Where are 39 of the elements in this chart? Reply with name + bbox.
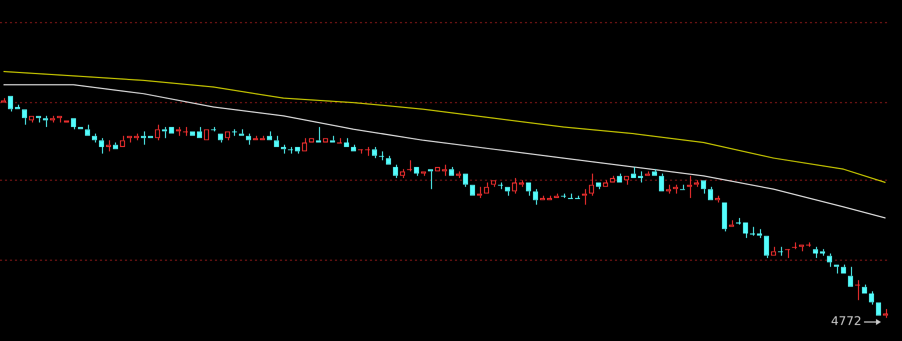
candlestick [442, 164, 448, 176]
candlestick [526, 182, 532, 196]
candlestick [162, 126, 168, 139]
candlestick [196, 126, 202, 138]
candlestick [302, 138, 308, 152]
candlestick [686, 175, 692, 199]
candlestick [666, 184, 672, 194]
candlestick [652, 168, 658, 176]
candlestick [512, 178, 518, 194]
candlestick [798, 244, 804, 252]
candlestick [476, 186, 482, 199]
candlestick [848, 266, 854, 287]
candlestick [22, 109, 28, 126]
candlestick [392, 164, 398, 179]
candlestick [154, 124, 160, 141]
candlestick [238, 128, 244, 136]
candlestick [722, 202, 728, 232]
candlestick [92, 133, 98, 144]
annotation: 4772 [830, 314, 862, 328]
candlestick [106, 140, 112, 152]
candlestick [504, 186, 510, 196]
candlestick [728, 220, 734, 227]
candlestick [246, 133, 252, 146]
candlestick [532, 188, 538, 206]
candlestick [568, 193, 574, 200]
candlestick [42, 115, 48, 128]
candlestick [462, 174, 468, 188]
candlestick [176, 126, 182, 136]
candlestick [588, 173, 594, 196]
candlestick [756, 228, 762, 238]
candlestick [582, 188, 588, 206]
candlestick [658, 173, 664, 192]
candlestick [742, 222, 748, 238]
candlestick [834, 264, 840, 274]
candlestick [700, 180, 706, 194]
candlestick [8, 96, 14, 112]
candlestick [428, 169, 434, 190]
candlestick [266, 130, 272, 140]
candlestick [336, 138, 342, 144]
